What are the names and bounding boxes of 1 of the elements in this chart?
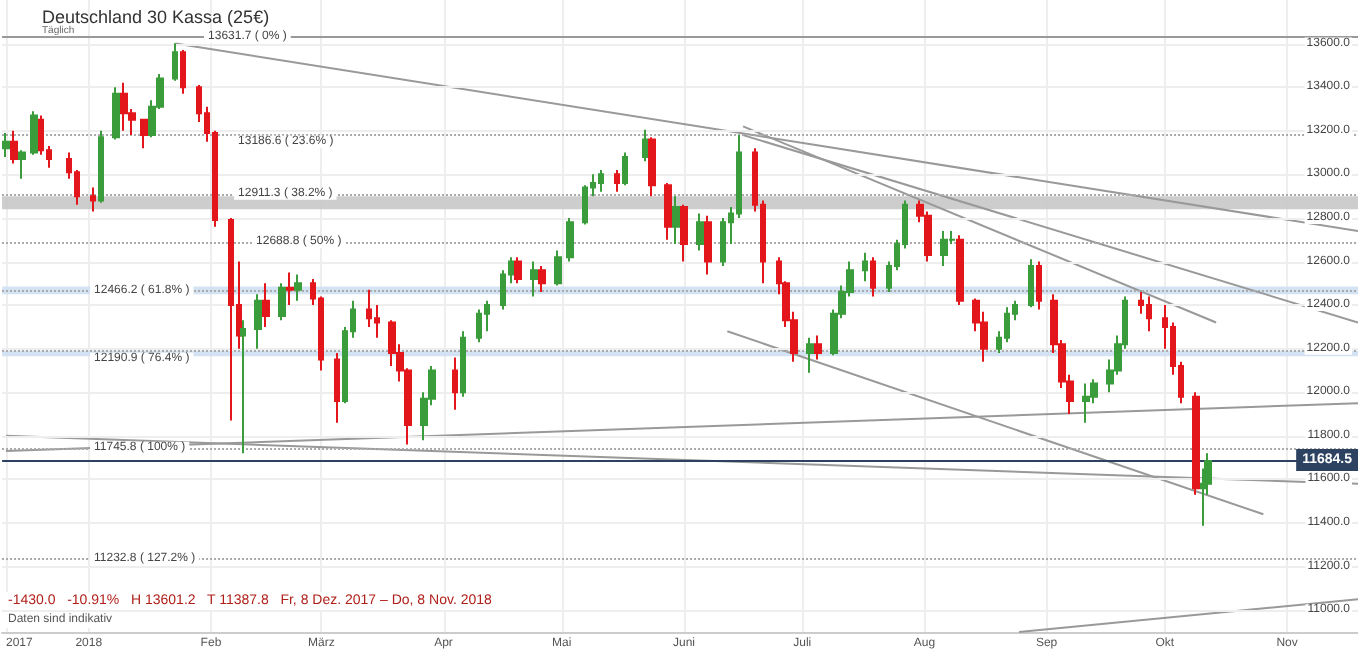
chart-title: Deutschland 30 Kassa (25€) <box>42 7 270 27</box>
